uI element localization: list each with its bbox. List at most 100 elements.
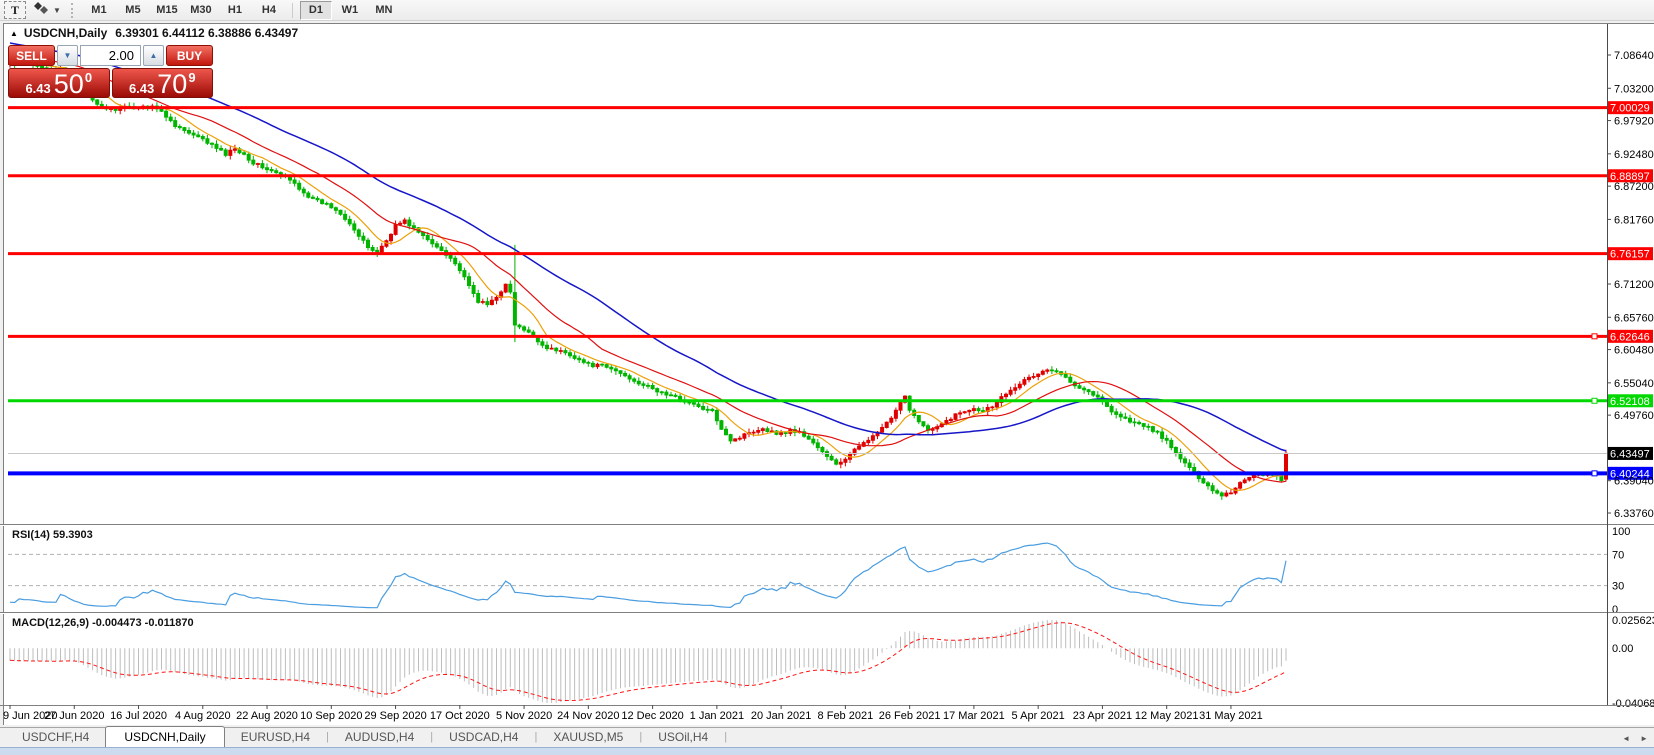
timeframe-button-d1[interactable]: D1 — [299, 0, 332, 20]
timeframe-button-m15[interactable]: M15 — [156, 4, 178, 16]
price-label-6.40244 — [1608, 466, 1653, 480]
sell-button[interactable]: SELL — [8, 45, 55, 66]
price-label-6.76157 — [1608, 247, 1653, 261]
buy-price-display: 6.43 709 — [111, 68, 213, 98]
time-tick-label: 5 Nov 2020 — [496, 710, 552, 722]
macd-panel — [9, 620, 1287, 703]
timeframe-button-m30[interactable]: M30 — [190, 4, 212, 16]
bear-candle-bodies — [12, 62, 1284, 497]
timeframe-button-mn[interactable]: MN — [375, 4, 393, 16]
time-tick-label: 20 Jan 2021 — [751, 710, 812, 722]
rsi-axis-label: 100 — [1612, 526, 1630, 538]
chart-tab-eurusd[interactable]: EURUSD,H4 — [240, 730, 311, 744]
hline-handle[interactable] — [1591, 333, 1598, 340]
time-tick-label: 17 Oct 2020 — [430, 710, 490, 722]
rsi-axis-label: 0 — [1612, 604, 1618, 616]
hline-handle[interactable] — [1591, 397, 1598, 404]
price-tick-label: 6.60480 — [1614, 345, 1654, 357]
tab-separator: | — [534, 730, 538, 743]
timeframe-button-m5[interactable]: M5 — [125, 4, 141, 16]
tab-scroll-right-icon[interactable]: ► — [1640, 734, 1648, 743]
hline-handle[interactable] — [1591, 470, 1598, 477]
tab-scroll-left-icon[interactable]: ◄ — [1622, 734, 1631, 743]
chart-tab-usdcad[interactable]: USDCAD,H4 — [449, 730, 519, 744]
volume-increase-button[interactable]: ▲ — [143, 45, 164, 66]
chart-tab-usoil[interactable]: USOil,H4 — [658, 730, 709, 744]
buy-price-pipette: 9 — [188, 70, 196, 85]
price-label-6.62646 — [1608, 329, 1653, 343]
time-tick-label: 23 Apr 2021 — [1073, 710, 1132, 722]
chart-ohlc-readout: 6.39301 6.44112 6.38886 6.43497 — [115, 26, 299, 40]
time-tick-label: 5 Apr 2021 — [1012, 710, 1065, 722]
arrow-objects-button[interactable]: ▼ — [32, 0, 63, 21]
price-tick-label: 6.33760 — [1614, 508, 1654, 520]
volume-input[interactable] — [80, 45, 141, 66]
volume-decrease-button[interactable]: ▼ — [57, 45, 78, 66]
bear-candle-wicks — [14, 60, 1282, 500]
chart-tab-audusd[interactable]: AUDUSD,H4 — [344, 730, 415, 744]
chart-tab-usdcnh[interactable]: USDCNH,Daily — [105, 726, 225, 748]
price-label-text: 7.00029 — [1610, 103, 1650, 115]
moving-average-8 — [9, 57, 1287, 491]
timeframe-button-m1[interactable]: M1 — [91, 4, 107, 16]
price-tick-label: 6.81760 — [1614, 214, 1654, 226]
time-tick-label: 8 Feb 2021 — [818, 710, 874, 722]
tab-scroll-controls: ◄ ► — [1622, 734, 1648, 743]
price-tick-label: 7.03200 — [1614, 83, 1654, 95]
timeframe-button-w1[interactable]: W1 — [341, 4, 359, 16]
arrows-icon — [34, 1, 50, 20]
sell-price-big-digits: 50 — [53, 69, 84, 98]
chart-window — [3, 23, 1654, 725]
macd-signal-line — [9, 622, 1287, 701]
moving-average-20 — [9, 52, 1287, 483]
timeframe-button-h4[interactable]: H4 — [261, 4, 276, 16]
chevron-down-icon[interactable]: ▼ — [53, 5, 61, 15]
text-tool-button[interactable]: T — [4, 1, 26, 19]
buy-price-big-digits: 70 — [157, 69, 188, 98]
chart-symbol-title: USDCNH,Daily — [23, 26, 108, 40]
price-tick-label: 6.87200 — [1614, 181, 1654, 193]
price-label-text: 6.52108 — [1610, 396, 1650, 408]
sell-price-display: 6.43 500 — [8, 68, 110, 98]
chart-tabs: USDCHF,H4 USDCNH,Daily EURUSD,H4 | AUDUSD,H4… — [6, 726, 728, 748]
rsi-line — [9, 542, 1287, 609]
buy-price-prefix: 6.43 — [128, 81, 155, 96]
time-tick-label: 29 Sep 2020 — [364, 710, 426, 722]
time-tick-label: 12 May 2021 — [1135, 710, 1199, 722]
time-tick-label: 16 Jul 2020 — [110, 710, 167, 722]
time-tick-label: 9 Jun 2020 — [3, 710, 57, 722]
tab-separator: | — [639, 730, 643, 743]
price-tick-label: 6.92480 — [1614, 149, 1654, 161]
tab-separator: | — [326, 730, 329, 743]
moving-average-45 — [9, 42, 1287, 452]
price-label-7.00029 — [1608, 101, 1653, 115]
buy-button[interactable]: BUY — [166, 45, 213, 66]
price-label-6.52108 — [1608, 394, 1653, 408]
rsi-axis-label: 30 — [1612, 581, 1624, 593]
chart-tab-usdchf[interactable]: USDCHF,H4 — [22, 730, 90, 744]
time-tick-label: 24 Nov 2020 — [557, 710, 619, 722]
toolbar-separator — [291, 2, 293, 18]
chart-tab-xauusd[interactable]: XAUUSD,M5 — [553, 730, 624, 744]
price-tick-label: 6.71200 — [1614, 279, 1654, 291]
time-tick-label: 31 May 2021 — [1199, 710, 1263, 722]
price-tick-label: 7.08640 — [1614, 50, 1654, 62]
macd-axis-label: -0.040688 — [1612, 698, 1654, 710]
time-tick-label: 12 Dec 2020 — [621, 710, 683, 722]
price-label-6.88897 — [1608, 169, 1653, 183]
timeframe-button-h1[interactable]: H1 — [227, 4, 242, 16]
bull-candle-wicks — [9, 62, 1287, 498]
tab-separator: | — [724, 730, 728, 743]
price-tick-label: 6.49760 — [1614, 410, 1654, 422]
price-label-text: 6.62646 — [1610, 331, 1650, 343]
time-tick-label: 1 Jan 2021 — [690, 710, 744, 722]
time-tick-label: 10 Sep 2020 — [300, 710, 362, 722]
price-tick-label: 6.65760 — [1614, 312, 1654, 324]
time-tick-label: 17 Mar 2021 — [943, 710, 1005, 722]
collapse-icon[interactable]: ▲ — [10, 28, 18, 38]
time-tick-label: 4 Aug 2020 — [175, 710, 231, 722]
tab-separator: | — [430, 730, 434, 743]
price-tick-label: 6.97920 — [1614, 116, 1654, 128]
macd-histogram — [9, 620, 1287, 703]
